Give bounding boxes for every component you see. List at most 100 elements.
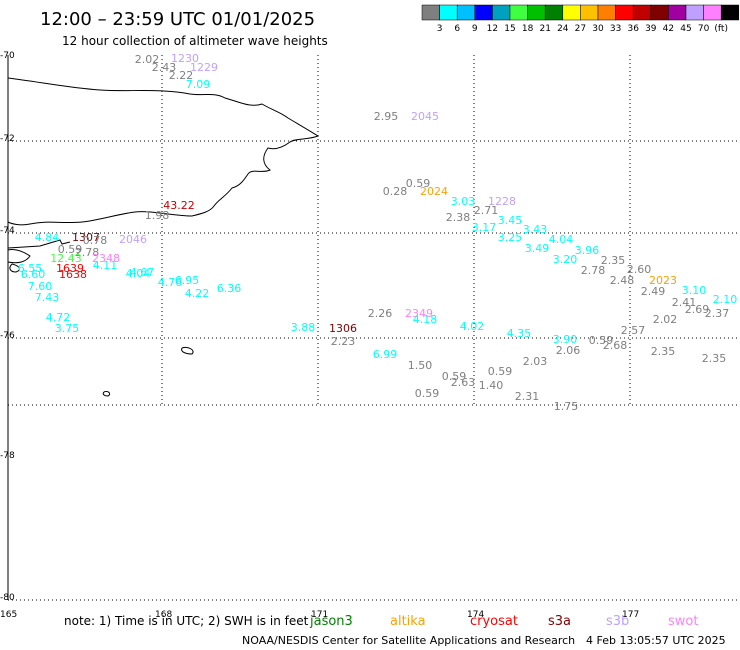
observation-label: 2.63 (451, 376, 476, 389)
observation-label: 1306 (329, 322, 357, 335)
observation-label: 1229 (190, 61, 218, 74)
observation-label: 2.35 (651, 345, 676, 358)
legend-swatch (509, 4, 528, 21)
observation-label: 0.59 (488, 365, 513, 378)
legend-label: (ft) (714, 24, 728, 34)
observation-label: 6.36 (217, 282, 242, 295)
observation-label: 43.22 (163, 199, 195, 212)
observation-label: 2.35 (601, 254, 626, 267)
legend-label: 15 (504, 24, 515, 34)
satellite-name: altika (390, 614, 426, 629)
observation-label: 2.69 (685, 303, 710, 316)
observation-label: 2.02 (653, 313, 678, 326)
legend-swatch (474, 4, 493, 21)
legend-swatch (597, 4, 616, 21)
observation-label: 2.78 (75, 246, 100, 259)
observation-label: 4.02 (460, 320, 485, 333)
observation-label: 2023 (649, 274, 677, 287)
observation-label: 3.20 (553, 253, 578, 266)
coastline (7, 77, 320, 397)
map-title: 12:00 – 23:59 UTC 01/01/2025 (40, 9, 315, 30)
observation-label: 3.75 (55, 322, 80, 335)
observation-label: 3.49 (525, 242, 550, 255)
observation-label: 4.11 (93, 259, 118, 272)
observation-label: 3.10 (682, 284, 707, 297)
satellite-name: s3b (606, 614, 629, 629)
lat-tick-label: -72 (0, 134, 15, 144)
observation-label: 12.43 (50, 252, 82, 265)
observation-label: 6.99 (373, 348, 398, 361)
observation-label: 2.71 (474, 204, 499, 217)
observation-label: 0.78 (83, 234, 108, 247)
observation-label: 2.31 (515, 390, 540, 403)
observation-label: 2.41 (672, 296, 697, 309)
observation-label: 0.59 (406, 177, 431, 190)
observation-label: 3.90 (553, 333, 578, 346)
legend-swatch (668, 4, 687, 21)
observation-label: 0.59 (58, 243, 83, 256)
footer-timestamp: 4 Feb 13:05:57 UTC 2025 (586, 634, 726, 647)
observation-label: 4.84 (35, 231, 60, 244)
observation-label: 1228 (488, 195, 516, 208)
observation-label: 4.18 (413, 313, 438, 326)
legend-swatch (544, 4, 564, 21)
observation-label: 2.03 (523, 355, 548, 368)
observation-label: 4.04 (549, 233, 574, 246)
legend-label: 36 (627, 24, 639, 34)
lat-tick-label: -78 (0, 451, 15, 461)
lon-tick-label: 168 (155, 610, 172, 620)
observation-label: 2.57 (621, 324, 646, 337)
lon-tick-label: 165 (0, 610, 17, 620)
lon-tick-label: 174 (467, 610, 484, 620)
lat-tick-label: -80 (0, 593, 15, 603)
observation-label: 2.02 (135, 53, 160, 66)
observation-label: 6.95 (175, 274, 200, 287)
observation-label: 4.35 (507, 327, 532, 340)
observation-label: 3.43 (523, 223, 548, 236)
observation-label: 0.28 (383, 185, 408, 198)
observation-label: 3.17 (472, 221, 497, 234)
legend-label: 24 (557, 24, 569, 34)
observation-label: 2.22 (169, 69, 194, 82)
legend-label: 6 (454, 24, 460, 34)
legend-label: 27 (575, 24, 586, 34)
observation-label: 3.96 (575, 244, 600, 257)
color-scale-legend: 3 6 9 12 15 18 21 24 27 30 33 36 39 42 45 70 (ft) (421, 4, 740, 34)
observation-label: 3.45 (498, 214, 523, 227)
observation-label: 2.37 (705, 307, 730, 320)
lon-tick-label: 171 (311, 610, 328, 620)
observation-label: 3.25 (498, 231, 523, 244)
legend-label: 42 (663, 24, 674, 34)
legend-swatch (439, 4, 458, 21)
legend-label: 21 (539, 24, 550, 34)
observation-label: 4.04 (126, 267, 151, 280)
observation-label: 2.43 (152, 61, 177, 74)
observation-label: 4.72 (46, 311, 71, 324)
observation-label: 1639 (56, 262, 84, 275)
observation-label: 6.55 (18, 262, 43, 275)
map-subtitle: 12 hour collection of altimeter wave hei… (62, 34, 328, 48)
legend-label: 30 (592, 24, 604, 34)
lat-tick-label: -70 (0, 51, 15, 61)
observation-label: 2.95 (374, 110, 399, 123)
observation-label: 2.10 (713, 293, 738, 306)
legend-swatch (650, 4, 669, 21)
observation-label: 4.22 (185, 287, 210, 300)
legend-swatch (632, 4, 652, 21)
observation-label: 2.06 (556, 344, 581, 357)
map-grid (7, 55, 740, 601)
legend-swatch (527, 4, 546, 21)
observation-label: 3.88 (291, 321, 316, 334)
observation-label: 4.76 (158, 276, 183, 289)
legend-label: 45 (680, 24, 691, 34)
legend-label: 39 (645, 24, 657, 34)
observation-label: 2046 (119, 233, 147, 246)
observation-label: 0.59 (415, 387, 440, 400)
observation-label: 0.59 (589, 334, 614, 347)
observation-label: 0.59 (442, 370, 467, 383)
legend-swatch (456, 4, 476, 21)
legend-swatch (615, 4, 634, 21)
legend-swatch (720, 4, 740, 21)
observation-label: 2.48 (610, 274, 635, 287)
observation-label: 1.40 (479, 379, 504, 392)
